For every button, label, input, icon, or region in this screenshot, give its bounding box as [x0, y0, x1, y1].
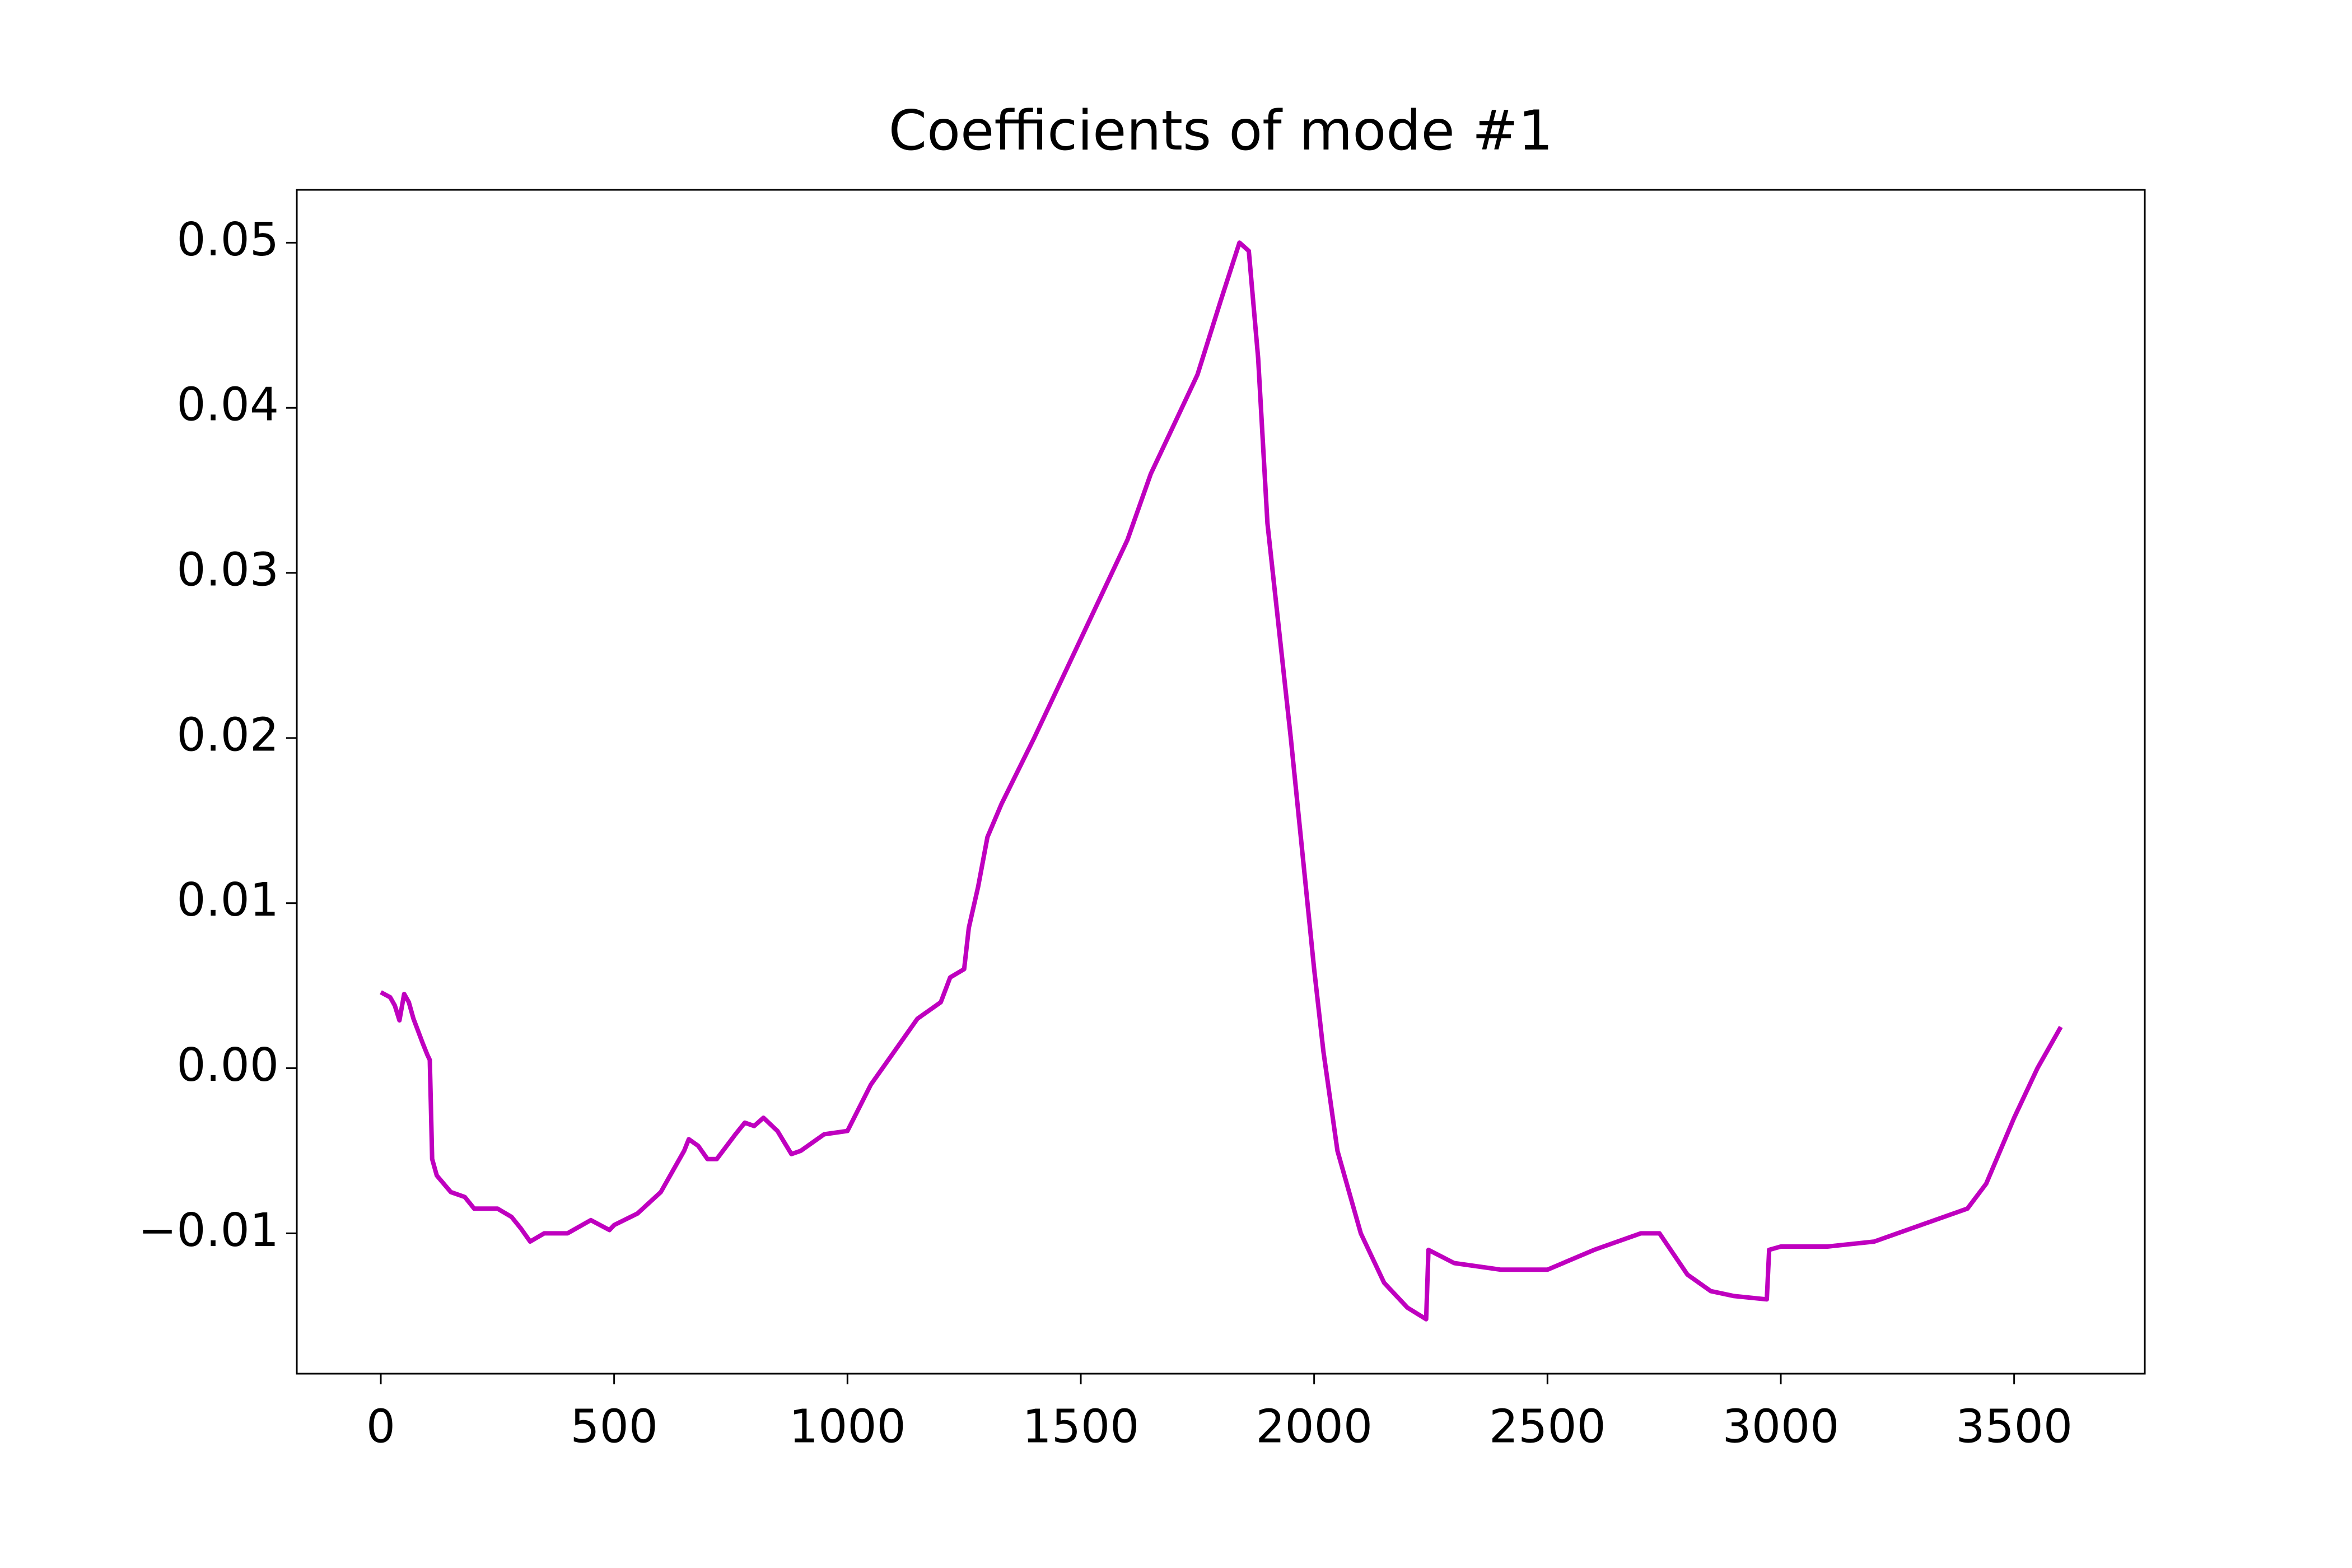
y-tick-label: 0.04	[176, 379, 279, 432]
x-tick-label: 500	[570, 1400, 658, 1453]
y-tick-label: 0.05	[176, 213, 279, 267]
x-tick-label: 2000	[1256, 1400, 1373, 1453]
data-line	[380, 240, 2063, 1322]
y-tick-label: 0.02	[176, 708, 279, 762]
x-tick-label: 3000	[1723, 1400, 1840, 1453]
y-tick-label: 0.03	[176, 543, 279, 596]
plot-frame	[296, 189, 2146, 1375]
x-tick-label: 3500	[1956, 1400, 2073, 1453]
y-tick-label: 0.00	[176, 1039, 279, 1092]
x-tick-label: 1500	[1023, 1400, 1140, 1453]
y-tick-label: 0.01	[176, 874, 279, 927]
y-tick-label: −0.01	[138, 1204, 279, 1257]
chart-title: Coefficients of mode #1	[889, 99, 1553, 163]
x-tick-label: 0	[366, 1400, 395, 1453]
x-tick-label: 2500	[1489, 1400, 1606, 1453]
x-tick-label: 1000	[789, 1400, 906, 1453]
